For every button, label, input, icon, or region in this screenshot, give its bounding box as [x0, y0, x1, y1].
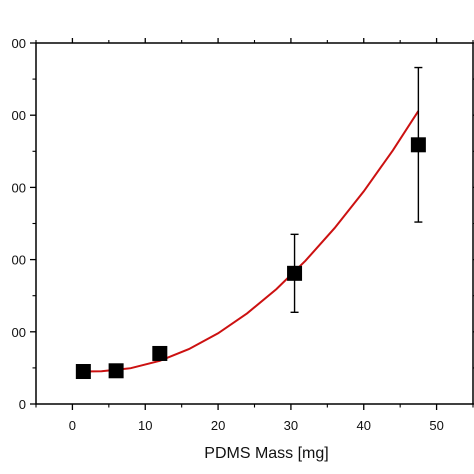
y-tick-label: 00 [12, 36, 26, 51]
x-tick-label: 0 [69, 418, 76, 433]
x-axis-title: PDMS Mass [mg] [204, 445, 328, 462]
x-tick-label: 50 [429, 418, 443, 433]
data-point [287, 265, 303, 281]
y-tick-label: 0 [19, 397, 26, 412]
x-tick-label: 40 [357, 418, 371, 433]
x-tick-label: 10 [138, 418, 152, 433]
data-point [152, 345, 168, 361]
y-tick-label: 00 [12, 180, 26, 195]
y-tick-label: 00 [12, 325, 26, 340]
y-tick-label: 00 [12, 108, 26, 123]
data-point [410, 137, 426, 153]
x-tick-label: 30 [284, 418, 298, 433]
data-point [75, 364, 91, 380]
plot-frame [35, 42, 474, 405]
fit-curve [83, 110, 420, 373]
y-tick-label: 00 [12, 253, 26, 268]
data-point [108, 363, 124, 379]
x-tick-label: 20 [211, 418, 225, 433]
